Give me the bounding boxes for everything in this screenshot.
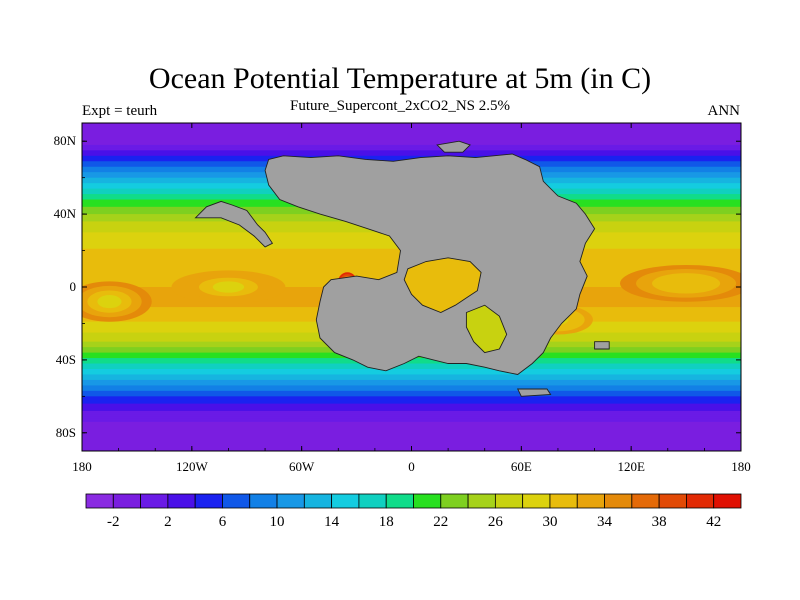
x-tick-label: 120E [617,459,645,474]
temperature-band [82,403,741,407]
temperature-band [82,370,741,374]
temperature-band [82,405,741,408]
y-tick-label: 80S [56,425,76,440]
temperature-band [82,429,741,432]
temperature-band [82,394,741,397]
temperature-band [82,425,741,428]
temperature-band [82,416,741,419]
temperature-band [82,389,741,392]
temperature-band [82,363,741,366]
temperature-band [82,409,741,412]
temperature-band [82,361,741,365]
temperature-band [82,407,741,410]
temperature-band [82,443,741,447]
chart-title: Ocean Potential Temperature at 5m (in C) [148,62,652,95]
temperature-band [82,427,741,430]
temperature-band [82,130,741,133]
temperature-band [82,148,741,151]
temperature-band [82,383,741,386]
temperature-band [82,392,741,396]
temperature-band [82,141,741,144]
temperature-band [82,369,741,372]
x-tick-label: 60E [511,459,532,474]
temperature-band [82,430,741,434]
temperature-band [82,398,741,401]
temperature-band [82,143,741,146]
x-tick-label: 180 [731,459,751,474]
temperature-band [82,137,741,140]
temperature-band [82,401,741,405]
y-tick-label: 80N [54,133,77,148]
land-southern-island [516,388,552,397]
temperature-band [82,434,741,438]
temperature-band [82,367,741,370]
temperature-band [82,436,741,439]
temperature-band [82,378,741,381]
temperature-band [82,152,741,155]
temperature-band [82,381,741,385]
warm-pool [212,281,245,293]
temperature-band [82,421,741,425]
temperature-band [82,440,741,443]
temperature-band [82,374,741,377]
x-tick-label: 60W [289,459,315,474]
temperature-band [82,359,741,363]
equatorial-inland-sea [403,257,482,313]
warm-pool [97,295,122,309]
temperature-band [82,155,741,159]
x-tick-label: 0 [408,459,415,474]
temperature-band [82,128,741,131]
land-northeast-island [436,140,471,153]
temperature-band [82,441,741,445]
temperature-band [82,418,741,421]
temperature-band [82,144,741,148]
temperature-band [82,438,741,441]
temperature-band [82,385,741,388]
temperature-band [82,432,741,436]
chart-subtitle: Future_Supercont_2xCO2_NS 2.5% [290,98,510,114]
temperature-band [82,423,741,427]
temperature-band [82,372,741,376]
temperature-band [82,376,741,379]
temperature-band [82,412,741,416]
land-east-island [594,341,610,350]
temperature-band [82,387,741,390]
season-label: ANN [707,103,741,119]
land-northwest-peninsula [194,200,274,248]
temperature-band [82,135,741,139]
y-tick-label: 40N [54,206,77,221]
x-tick-label: 180 [72,459,92,474]
temperature-band [82,379,741,383]
warm-pool [668,277,705,290]
y-tick-label: 40S [56,352,76,367]
temperature-band [82,396,741,399]
experiment-label: Expt = teurh [82,103,158,119]
y-tick-label: 0 [70,279,77,294]
temperature-band [82,146,741,150]
temperature-band [82,150,741,153]
temperature-band [82,132,741,135]
temperature-band [82,365,741,368]
temperature-band [82,153,741,157]
temperature-band [82,410,741,414]
temperature-band [82,390,741,394]
temperature-band [82,399,741,403]
temperature-band [82,133,741,137]
southern-inland-sea [465,304,508,354]
x-tick-label: 120W [176,459,209,474]
temperature-band [82,139,741,142]
temperature-band [82,420,741,423]
temperature-band [82,414,741,417]
